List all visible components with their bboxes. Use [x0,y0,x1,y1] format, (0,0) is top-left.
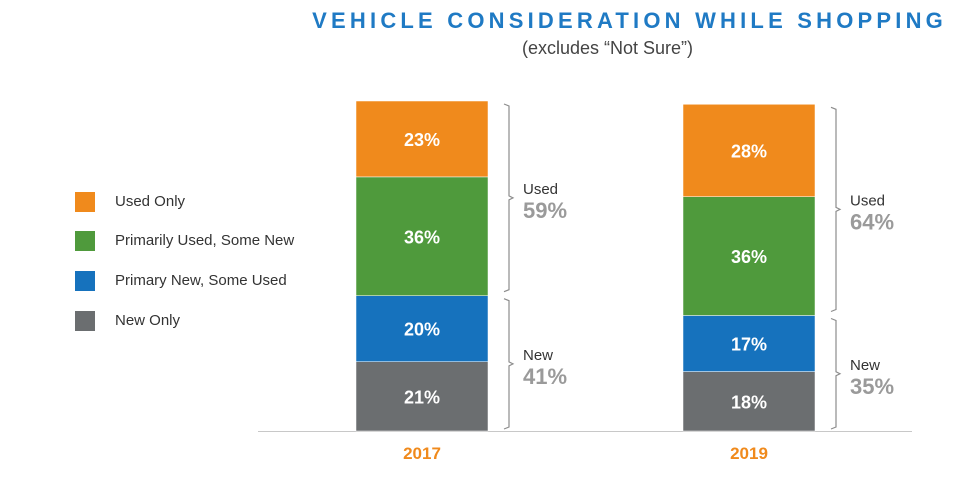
used-group-label: Used [523,181,558,198]
bar-data-label: 28% [731,142,767,162]
bar-segment [682,196,816,316]
bar-data-label: 18% [731,392,767,412]
bar-segment [682,104,816,197]
chart-title: VEHICLE CONSIDERATION WHILE SHOPPING [312,8,947,33]
new-bracket [830,317,842,430]
legend-swatch-new-only [75,311,95,331]
bar-data-label: 20% [404,320,440,340]
bar-segment [682,315,816,372]
bar-segment [355,100,489,178]
legend-label-used-only: Used Only [115,193,186,210]
bar-data-label: 21% [404,387,440,407]
used-group-value: 59% [523,198,567,223]
new-group-value: 41% [523,364,567,389]
used-bracket [830,106,842,313]
legend-label-primarily-used: Primarily Used, Some New [115,232,295,249]
used-group-label: Used [850,192,885,209]
bar-data-label: 36% [731,247,767,267]
bar-segment [355,295,489,362]
new-group-value: 35% [850,374,894,399]
new-group-label: New [523,347,553,364]
bar-data-label: 36% [404,227,440,247]
legend-swatch-used-only [75,192,95,212]
bar-segment [355,176,489,296]
legend-label-new-only: New Only [115,312,181,329]
chart-subtitle: (excludes “Not Sure”) [521,38,694,58]
bar-data-label: 23% [404,130,440,150]
legend-swatch-primary-new [75,271,95,291]
category-label: 2017 [403,444,441,463]
legend-swatch-primarily-used [75,231,95,251]
used-group-value: 64% [850,209,894,234]
bar-segment [682,371,816,432]
bar-data-label: 17% [731,335,767,355]
new-bracket [503,298,515,430]
category-label: 2019 [730,444,768,463]
used-bracket [503,103,515,293]
new-group-label: New [850,357,880,374]
legend-label-primary-new: Primary New, Some Used [115,272,287,289]
